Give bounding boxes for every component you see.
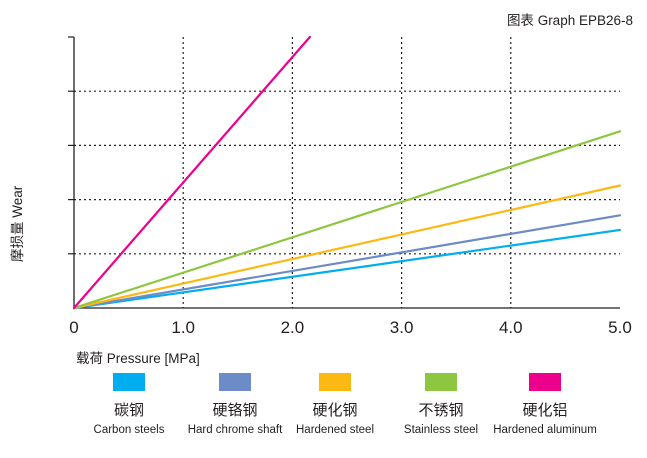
legend-swatch (529, 373, 561, 391)
legend-label-en: Hard chrome shaft (187, 424, 283, 436)
chart-axes (68, 36, 620, 309)
x-tick-label: 3.0 (390, 318, 414, 337)
legend-label-en: Stainless steel (403, 424, 479, 436)
legend-label-en: Carbon steels (93, 424, 165, 436)
x-tick-label: 5.0 (608, 318, 632, 337)
legend-swatch (113, 373, 145, 391)
legend-item: 碳钢 Carbon steels (74, 373, 184, 438)
legend-label-cn: 碳钢 (113, 402, 144, 419)
series-line (72, 214, 622, 310)
legend-label-cn: 硬铬钢 (212, 402, 258, 419)
legend-item: 不锈钢 Stainless steel (386, 373, 496, 438)
legend-swatch (319, 373, 351, 391)
chart-series (72, 35, 622, 310)
legend-label-en: Hardened aluminum (493, 424, 597, 436)
series-line (72, 130, 622, 310)
legend-label-cn: 硬化钢 (312, 402, 358, 419)
x-tick-label: 2.0 (281, 318, 305, 337)
chart-grid (74, 37, 620, 308)
legend-swatch (219, 373, 251, 391)
x-tick-label: 4.0 (499, 318, 523, 337)
series-line (72, 228, 622, 310)
legend-item: 硬化钢 Hardened steel (280, 373, 390, 438)
x-axis-label: 载荷 Pressure [MPa] (76, 351, 200, 366)
legend-swatch (425, 373, 457, 391)
legend-label-en: Hardened steel (296, 424, 374, 436)
legend-item: 硬铬钢 Hard chrome shaft (180, 373, 290, 438)
x-tick-labels: 0 1.0 2.0 3.0 4.0 5.0 (69, 318, 632, 337)
series-line (72, 184, 622, 310)
series-line (72, 35, 311, 310)
legend-item: 硬化铝 Hardened aluminum (490, 373, 600, 438)
x-tick-label: 1.0 (171, 318, 195, 337)
x-tick-label: 0 (69, 318, 78, 337)
chart-title: 图表 Graph EPB26-8 (506, 13, 633, 28)
legend-label-cn: 不锈钢 (418, 402, 464, 419)
legend-label-cn: 硬化铝 (522, 402, 568, 419)
